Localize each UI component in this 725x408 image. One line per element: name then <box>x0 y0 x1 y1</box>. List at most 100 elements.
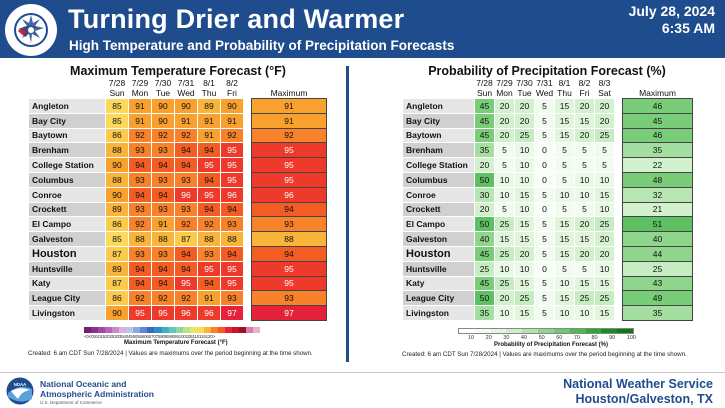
pop_panel-col-date: 7/29 <box>496 78 513 88</box>
pop_panel-col-header: 8/1 Thu <box>555 78 575 99</box>
temp_panel-value-cell: 94 <box>128 157 152 173</box>
temp_panel-city-name: Bay City <box>28 112 106 129</box>
precip-colorbar-tick: 60 <box>556 335 563 341</box>
pop_panel-value-cell: 10 <box>514 201 535 218</box>
temp_panel-value-cell: 88 <box>128 231 152 247</box>
temp_panel-value-cell: 90 <box>105 186 129 203</box>
pop_panel-gap-cell <box>615 246 623 261</box>
pop_panel-value-cell: 40 <box>474 231 495 247</box>
temp_panel-city-name: Angleton <box>28 98 106 114</box>
precip-created-note: Created: 6 am CDT Sun 7/28/2024 | Values… <box>402 351 687 358</box>
table-row: Angleton 85 91 90 90 89 90 91 <box>28 98 327 114</box>
pop_panel-city-name: College Station <box>402 157 475 173</box>
table-row: College Station 90 94 94 94 95 95 95 <box>28 157 327 173</box>
pop_panel-gap-cell <box>615 276 623 291</box>
pop_panel-col-header: 7/30 Tue <box>515 78 535 99</box>
temp_panel-value-cell: 94 <box>197 201 221 218</box>
pop_panel-city-name: Conroe <box>402 186 475 203</box>
page-subtitle: High Temperature and Probability of Prec… <box>69 38 455 53</box>
pop_panel-value-cell: 20 <box>474 157 495 173</box>
pop_panel-value-cell: 50 <box>474 290 495 307</box>
table-row: Livingston 35 10 15 5 10 10 15 35 <box>402 305 693 321</box>
table-row: Katy 87 94 94 95 94 95 95 <box>28 275 327 292</box>
temp_panel-gap-cell <box>244 291 252 306</box>
temp_panel-city-name: El Campo <box>28 216 106 233</box>
pop_panel-col-day: Mon <box>496 87 513 98</box>
pop_panel-value-cell: 10 <box>494 186 515 203</box>
pop_panel-value-cell: 0 <box>534 142 555 159</box>
pop_panel-gap-cell <box>615 187 623 202</box>
temp_panel-value-cell: 95 <box>220 157 244 173</box>
pop_panel-max-cell: 35 <box>622 142 693 159</box>
header-banner: Turning Drier and Warmer High Temperatur… <box>0 0 725 58</box>
pop_panel-value-cell: 5 <box>574 201 595 218</box>
temp_panel-gap-cell <box>244 276 252 291</box>
temp_panel-value-cell: 94 <box>128 260 152 277</box>
temp_panel-value-cell: 93 <box>197 245 221 262</box>
issue-date: July 28, 2024 <box>628 3 715 19</box>
pop_panel-city-name: Huntsville <box>402 260 475 277</box>
pop_panel-value-cell: 10 <box>554 186 575 203</box>
pop_panel-value-cell: 15 <box>574 112 595 129</box>
pop_panel-value-cell: 20 <box>494 98 515 114</box>
pop_panel-col-date: 7/30 <box>516 78 533 88</box>
temp_panel-value-cell: 88 <box>197 231 221 247</box>
temp_panel-value-cell: 92 <box>128 216 152 233</box>
pop_panel-max-cell: 46 <box>622 127 693 144</box>
temp_panel-col-header: 8/2 Fri <box>221 78 244 99</box>
temp_panel-value-cell: 95 <box>220 171 244 188</box>
pop_panel-city-name: Brenham <box>402 142 475 159</box>
temp_panel-value-cell: 92 <box>220 127 244 144</box>
pop_panel-value-cell: 10 <box>594 201 615 218</box>
precip-colorbar-swatch <box>459 329 475 333</box>
temp_panel-value-cell: 86 <box>105 127 129 144</box>
precip-colorbar-swatch <box>569 329 586 333</box>
temperature-colorbar <box>84 327 261 333</box>
temp_panel-col-header: 7/28 Sun <box>106 78 129 99</box>
temp_panel-value-cell: 86 <box>105 290 129 307</box>
precip-colorbar-tick: 90 <box>609 335 616 341</box>
pop_panel-value-cell: 5 <box>534 98 555 114</box>
pop_panel-value-cell: 10 <box>594 260 615 277</box>
temp_panel-value-cell: 90 <box>220 98 244 114</box>
pop_panel-gap-cell <box>615 113 623 128</box>
temp_panel-value-cell: 93 <box>128 171 152 188</box>
temp_panel-col-date: 7/30 <box>154 78 172 88</box>
temperature-colorbar-swatch <box>154 327 162 333</box>
temp_panel-city-name: League City <box>28 290 106 307</box>
precip-table: 7/28 Sun 7/29 Mon 7/30 Tue 7/31 Wed 8/1 Thu 8/2 Fri… <box>402 78 693 321</box>
pop_panel-value-cell: 5 <box>574 260 595 277</box>
pop_panel-value-cell: 10 <box>514 157 535 173</box>
pop_panel-gap-cell <box>615 306 623 321</box>
precip-colorbar-tick: 40 <box>520 335 528 341</box>
temp_panel-value-cell: 92 <box>128 127 152 144</box>
table-row: Galveston 85 88 88 87 88 88 88 <box>28 231 327 247</box>
pop_panel-header-row: 7/28 Sun 7/29 Mon 7/30 Tue 7/31 Wed 8/1 Thu 8/2 Fri… <box>403 78 693 99</box>
pop_panel-value-cell: 5 <box>554 171 575 188</box>
table-row: Columbus 50 10 10 0 5 10 10 48 <box>402 171 693 188</box>
pop_panel-value-cell: 35 <box>474 305 495 321</box>
temp_panel-value-cell: 93 <box>220 290 244 307</box>
temp_panel-value-cell: 89 <box>105 260 129 277</box>
temperature-panel-title: Maximum Temperature Forecast (°F) <box>70 64 286 78</box>
pop_panel-value-cell: 0 <box>534 157 555 173</box>
temp_panel-value-cell: 90 <box>151 112 175 129</box>
pop_panel-max-cell: 49 <box>622 290 693 307</box>
pop_panel-value-cell: 15 <box>574 231 595 247</box>
temp_panel-value-cell: 94 <box>128 186 152 203</box>
table-row: Huntsville 89 94 94 94 95 95 95 <box>28 260 327 277</box>
temp_panel-city-name: Conroe <box>28 186 106 203</box>
temp_panel-value-cell: 88 <box>105 142 129 159</box>
temp_panel-col-header: 7/30 Tue <box>152 78 175 99</box>
temp_panel-value-cell: 85 <box>105 112 129 129</box>
precip-colorbar-swatch <box>617 329 633 333</box>
temp_panel-col-date: 7/29 <box>131 78 149 88</box>
pop_panel-value-cell: 10 <box>514 260 535 277</box>
temp_panel-value-cell: 92 <box>151 127 175 144</box>
temperature-colorbar-swatch <box>126 327 134 333</box>
temp_panel-value-cell: 92 <box>151 290 175 307</box>
temp_panel-max-cell: 97 <box>251 305 327 321</box>
temp_panel-gap-cell <box>244 128 252 143</box>
pop_panel-max-cell: 43 <box>622 275 693 292</box>
temp_panel-max-cell: 94 <box>251 201 327 218</box>
